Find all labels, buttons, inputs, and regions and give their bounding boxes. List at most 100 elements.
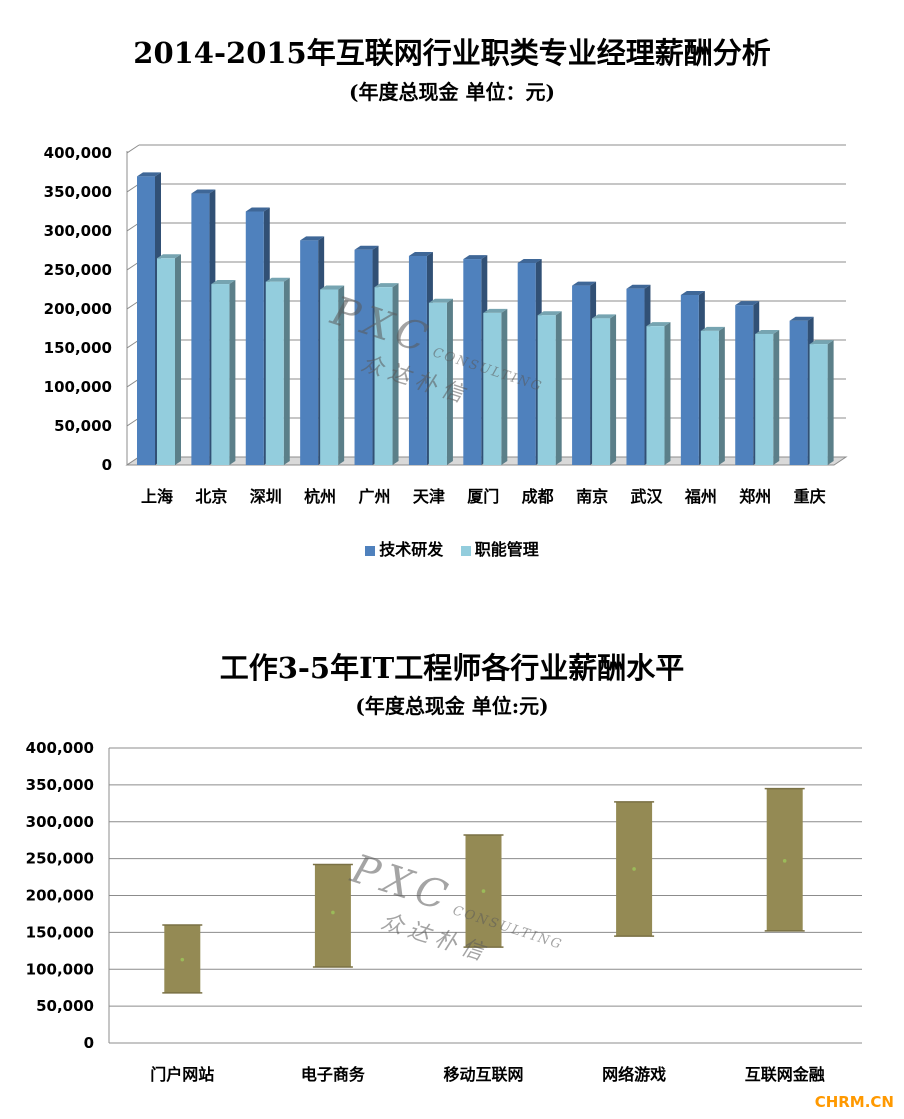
- y-tick-label: 0: [102, 456, 112, 474]
- y-tick-label: 250,000: [44, 261, 112, 279]
- bar: [300, 240, 319, 465]
- bar-top: [374, 283, 399, 288]
- bar-top: [245, 207, 270, 212]
- y-tick-label: 350,000: [26, 776, 94, 794]
- bar: [265, 281, 284, 465]
- chart2-subtitle: (年度总现金 单位:元): [355, 694, 549, 718]
- chart2-title: 工作3-5年IT工程师各行业薪酬水平: [219, 651, 685, 685]
- bar: [700, 330, 719, 465]
- bar: [374, 287, 393, 465]
- bar-top: [157, 254, 181, 259]
- y-tick-label: 350,000: [44, 183, 112, 201]
- bar: [680, 294, 699, 465]
- bar: [320, 289, 339, 465]
- bar-side: [229, 280, 236, 465]
- y-tick-label: 100,000: [44, 378, 112, 396]
- bar-top: [354, 245, 379, 250]
- bar-top: [137, 172, 161, 177]
- bar: [592, 318, 611, 465]
- bar-top: [700, 326, 725, 331]
- bar: [646, 326, 665, 465]
- bar: [572, 285, 591, 465]
- bar: [483, 312, 502, 465]
- bar-top: [755, 329, 780, 334]
- x-tick-label: 上海: [141, 487, 173, 506]
- bar-side: [773, 329, 780, 465]
- y-tick-label: 250,000: [26, 850, 94, 868]
- bar-side: [283, 277, 290, 465]
- bar-side: [338, 285, 345, 465]
- bar-top: [300, 236, 325, 241]
- bar-top: [265, 277, 290, 282]
- y-tick-label: 150,000: [44, 339, 112, 357]
- mid-marker: [180, 957, 185, 962]
- bar-top: [680, 290, 705, 295]
- bar: [735, 305, 754, 465]
- x-tick-label: 厦门: [467, 487, 499, 506]
- x-tick-label: 重庆: [794, 487, 826, 506]
- bar-top: [211, 280, 236, 285]
- legend-item-series2: 职能管理: [460, 536, 539, 560]
- bar: [809, 344, 828, 465]
- bar: [517, 262, 536, 465]
- chart1-title: 2014-2015年互联网行业职类专业经理薪酬分析: [133, 36, 771, 70]
- bar-top: [483, 308, 508, 313]
- bar-side: [175, 254, 181, 465]
- legend-item-series1: 技术研发: [365, 536, 443, 560]
- bar: [137, 176, 155, 465]
- x-tick-label: 北京: [195, 487, 227, 506]
- bar: [191, 193, 210, 465]
- x-tick-label: 网络游戏: [602, 1065, 666, 1084]
- x-tick-label: 互联网金融: [745, 1065, 825, 1084]
- bar-side: [827, 340, 834, 465]
- bar-top: [428, 298, 453, 303]
- y-tick-label: 150,000: [26, 923, 94, 941]
- bar-top: [646, 322, 671, 327]
- footer-brand: CHRM.CN: [814, 1093, 894, 1111]
- y-tick-label: 200,000: [26, 887, 94, 905]
- mid-marker: [782, 859, 787, 863]
- bar-top: [408, 251, 433, 256]
- bar: [354, 249, 373, 465]
- bar: [408, 255, 427, 465]
- legend-label-series2: 职能管理: [474, 540, 539, 559]
- x-tick-label: 福州: [684, 487, 717, 506]
- bar: [755, 333, 774, 465]
- grid-slant: [126, 144, 140, 154]
- bar-side: [610, 314, 617, 465]
- chart1-plot: 400,000 350,000 300,000 250,000 200,000 150,0…: [44, 144, 848, 506]
- y-tick-label: 100,000: [26, 960, 94, 978]
- bar-side: [392, 283, 399, 465]
- bar: [789, 320, 808, 465]
- x-tick-label: 武汉: [630, 487, 663, 506]
- bar-top: [191, 189, 216, 194]
- bar-side: [664, 322, 671, 465]
- x-tick-label: 深圳: [250, 487, 282, 506]
- x-tick-label: 郑州: [739, 487, 771, 506]
- legend-label-series1: 技术研发: [379, 540, 444, 559]
- chart1-legend: 技术研发 职能管理: [0, 536, 904, 560]
- y-tick-label: 400,000: [26, 739, 94, 757]
- bar: [626, 288, 645, 465]
- chart1-subtitle: (年度总现金 单位：元): [349, 80, 555, 104]
- x-tick-label: 天津: [413, 487, 445, 506]
- mid-marker: [481, 889, 486, 893]
- bar: [463, 259, 482, 465]
- bar-top: [809, 340, 834, 345]
- bar-top: [592, 314, 617, 319]
- x-tick-label: 门户网站: [150, 1065, 214, 1084]
- bar-side: [718, 326, 725, 465]
- mid-marker: [331, 910, 335, 915]
- x-tick-label: 广州: [359, 487, 391, 506]
- x-tick-label: 南京: [576, 487, 608, 506]
- x-tick-label: 杭州: [304, 487, 336, 506]
- bar: [211, 284, 230, 465]
- y-tick-label: 400,000: [44, 144, 112, 162]
- bar-top: [735, 301, 760, 306]
- bar-top: [626, 284, 651, 289]
- legend-swatch-series1: [365, 545, 376, 556]
- x-tick-label: 电子商务: [301, 1065, 366, 1084]
- range-bar: [314, 864, 351, 968]
- bar: [157, 258, 175, 465]
